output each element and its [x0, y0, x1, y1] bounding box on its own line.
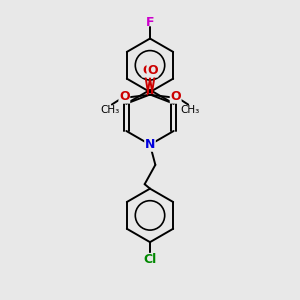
- Text: O: O: [142, 64, 153, 77]
- Text: Cl: Cl: [143, 254, 157, 266]
- Text: CH₃: CH₃: [101, 105, 120, 115]
- Text: O: O: [170, 90, 181, 103]
- Text: O: O: [119, 90, 130, 103]
- Text: F: F: [146, 16, 154, 29]
- Text: N: N: [145, 138, 155, 151]
- Text: O: O: [147, 64, 158, 77]
- Text: CH₃: CH₃: [180, 105, 199, 115]
